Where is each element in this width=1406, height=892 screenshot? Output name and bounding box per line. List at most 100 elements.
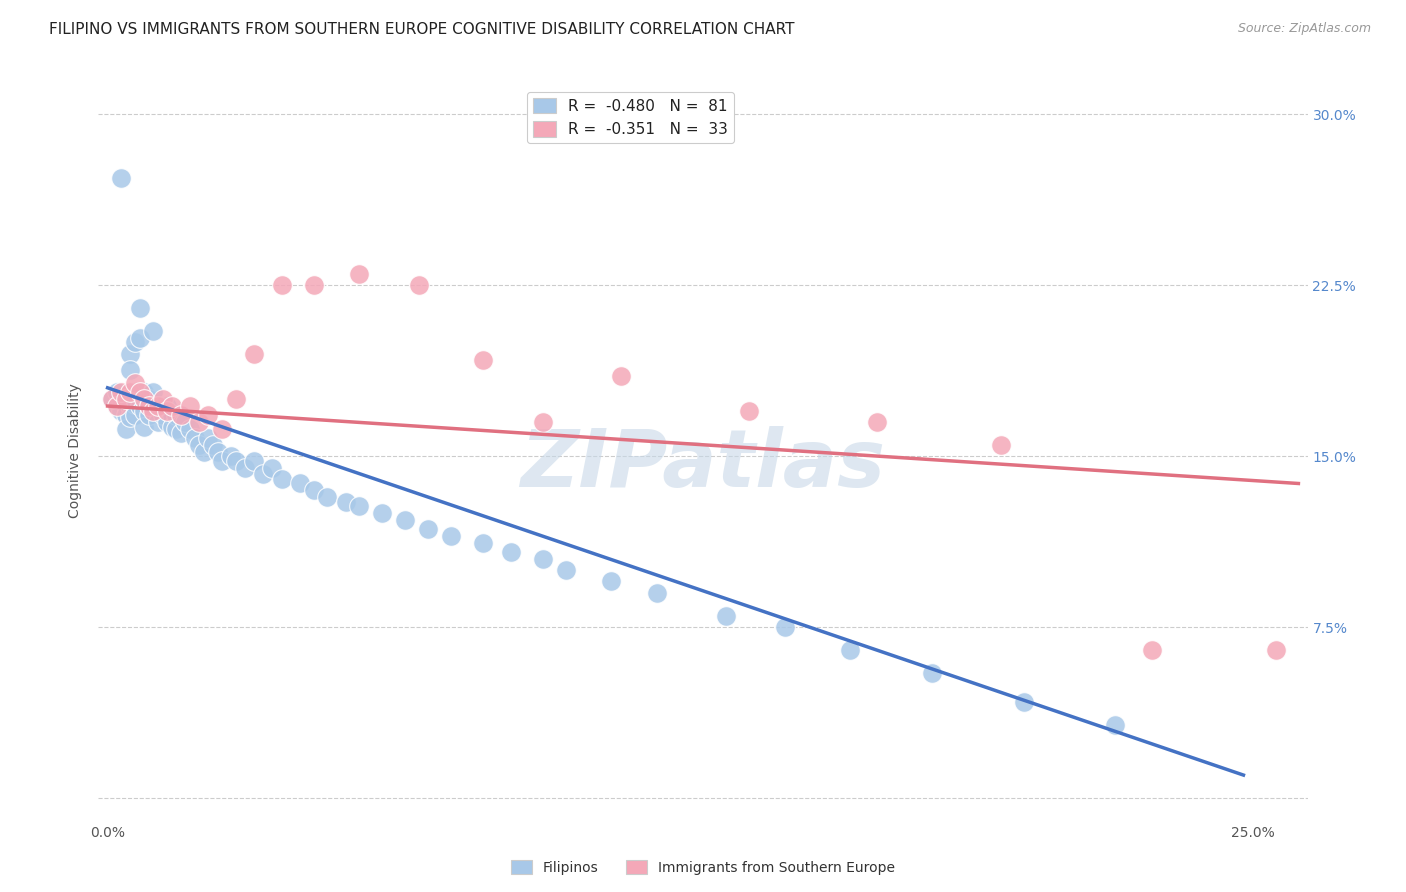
Point [170,426,193,441]
Point [120,385,142,400]
Point [110,171,132,186]
Point [188,415,211,429]
Point [738,403,761,417]
Point [124,376,146,391]
Point [134,392,156,407]
Y-axis label: Cognitive Disability: Cognitive Disability [69,383,83,518]
Point [160,419,183,434]
Point [207,444,229,458]
Point [225,453,247,467]
Point [128,399,150,413]
Point [179,422,201,436]
Point [252,467,274,482]
Point [775,620,797,634]
Point [440,529,463,543]
Point [1140,642,1163,657]
Point [193,444,215,458]
Point [110,392,132,407]
Point [120,399,142,413]
Point [156,403,179,417]
Point [1012,695,1035,709]
Point [288,476,311,491]
Point [262,460,284,475]
Point [146,415,169,429]
Point [866,415,889,429]
Point [243,453,266,467]
Point [115,392,138,407]
Point [152,408,174,422]
Point [499,545,522,559]
Point [183,431,205,445]
Point [115,408,138,422]
Point [156,399,179,413]
Point [115,392,138,407]
Point [160,408,183,422]
Point [1264,642,1286,657]
Point [554,563,576,577]
Point [418,522,440,536]
Point [120,410,142,425]
Point [316,490,339,504]
Point [349,500,371,514]
Point [838,642,860,657]
Point [128,301,150,315]
Point [142,399,165,413]
Point [152,392,174,407]
Point [170,408,193,422]
Point [990,438,1012,452]
Point [243,346,266,360]
Point [600,574,623,589]
Point [142,403,165,417]
Point [160,399,183,413]
Point [142,385,165,400]
Point [170,408,193,422]
Point [124,385,146,400]
Point [174,415,197,429]
Point [134,419,156,434]
Point [270,472,292,486]
Point [115,422,138,436]
Point [124,408,146,422]
Point [146,403,169,417]
Point [128,385,150,400]
Point [134,385,156,400]
Point [197,431,219,445]
Point [408,278,430,293]
Point [156,415,179,429]
Point [233,460,256,475]
Point [211,453,233,467]
Point [714,608,737,623]
Point [270,278,292,293]
Point [128,331,150,345]
Text: ZIPatlas: ZIPatlas [520,426,886,504]
Point [165,422,187,436]
Point [110,385,132,400]
Point [371,506,394,520]
Text: FILIPINO VS IMMIGRANTS FROM SOUTHERN EUROPE COGNITIVE DISABILITY CORRELATION CHA: FILIPINO VS IMMIGRANTS FROM SOUTHERN EUR… [49,22,794,37]
Text: Source: ZipAtlas.com: Source: ZipAtlas.com [1237,22,1371,36]
Point [134,403,156,417]
Point [120,362,142,376]
Point [138,408,160,422]
Point [110,403,132,417]
Point [146,399,169,413]
Point [335,494,357,508]
Point [115,399,138,413]
Point [105,399,128,413]
Point [531,551,554,566]
Point [225,392,247,407]
Point [302,278,325,293]
Point [394,513,416,527]
Point [134,392,156,407]
Point [165,408,187,422]
Point [1104,718,1126,732]
Point [472,535,495,549]
Point [105,399,128,413]
Point [105,385,128,400]
Point [138,399,160,413]
Point [219,449,242,463]
Point [645,586,668,600]
Point [124,335,146,350]
Point [101,392,124,407]
Point [531,415,554,429]
